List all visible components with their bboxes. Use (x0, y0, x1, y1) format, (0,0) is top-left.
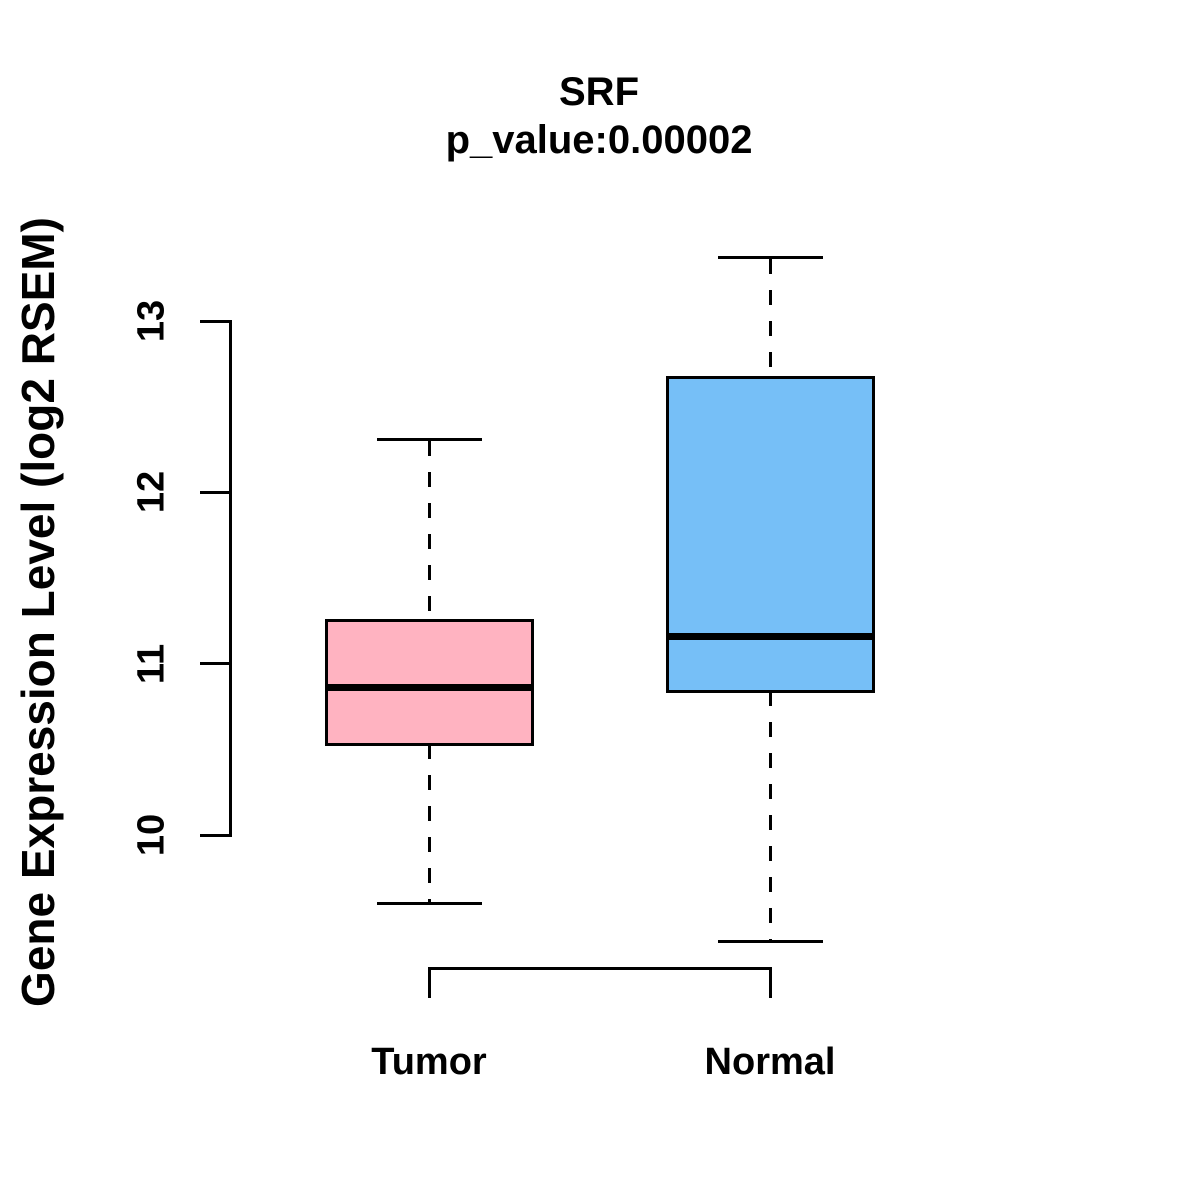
x-axis-tick (427, 968, 431, 998)
upper-whisker-cap-tumor (376, 437, 482, 441)
upper-whisker-line-normal (768, 259, 772, 377)
lower-whisker-cap-normal (717, 939, 823, 943)
x-axis-label-tumor: Tumor (371, 1041, 487, 1083)
box-normal (665, 376, 875, 693)
upper-whisker-cap-normal (717, 256, 823, 260)
lower-whisker-line-normal (768, 691, 772, 940)
y-axis-tick (200, 662, 230, 666)
y-axis-tick (200, 490, 230, 494)
y-axis-tick-label: 11 (130, 643, 173, 684)
y-axis-tick-label: 10 (130, 813, 173, 857)
y-axis-tick (200, 319, 230, 323)
x-axis-label-normal: Normal (704, 1041, 836, 1083)
x-axis-line (427, 966, 772, 970)
y-axis-tick (200, 833, 230, 837)
x-axis-tick (768, 968, 772, 998)
lower-whisker-line-tumor (427, 744, 431, 903)
upper-whisker-line-tumor (427, 440, 431, 620)
median-line-tumor (324, 684, 534, 692)
box-tumor (324, 619, 534, 746)
chart-subtitle: p_value:0.00002 (445, 118, 753, 162)
y-axis-tick-label: 12 (130, 471, 173, 514)
y-axis-line (228, 319, 232, 837)
y-axis-tick-label: 13 (130, 299, 173, 343)
median-line-normal (665, 632, 875, 640)
chart-title: SRF (559, 70, 639, 114)
lower-whisker-cap-tumor (376, 902, 482, 906)
